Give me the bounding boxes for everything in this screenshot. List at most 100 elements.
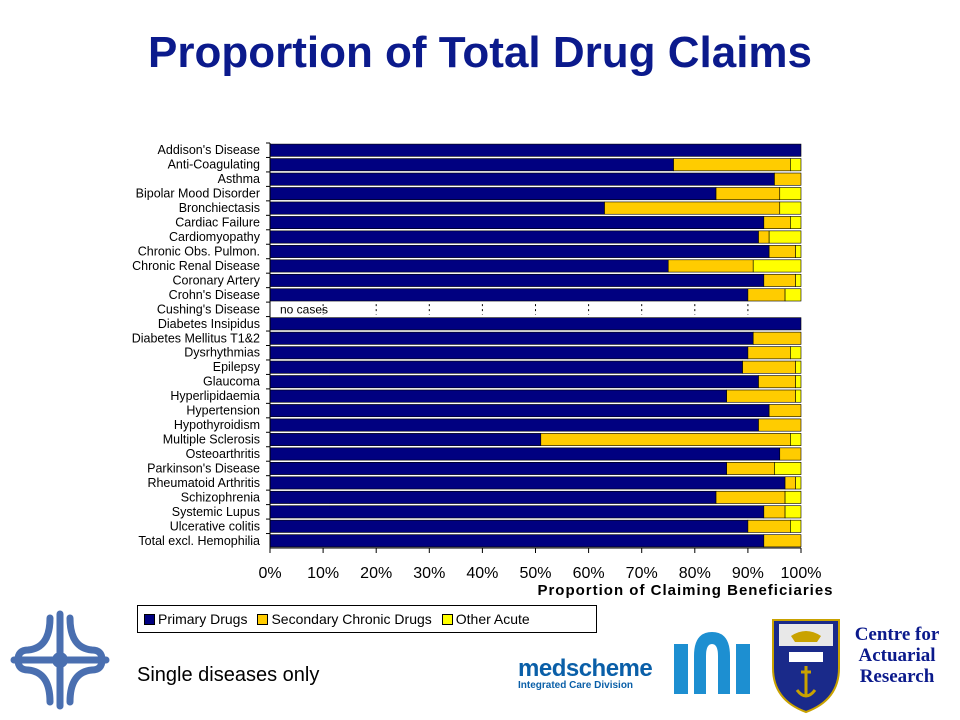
x-tick-label: 40% [466, 565, 498, 582]
bar-primary-drugs [269, 331, 754, 345]
medscheme-name: medscheme [518, 655, 653, 682]
bar-primary-drugs [269, 201, 605, 215]
cfar-line: Centre for [854, 624, 940, 645]
bar-other-acute [790, 216, 802, 230]
category-label: Anti-Coagulating [168, 158, 260, 172]
chart-legend: Primary Drugs Secondary Chronic Drugs Othe… [137, 605, 597, 633]
legend-item: Other Acute [441, 611, 530, 627]
category-label: Diabetes Insipidus [158, 317, 260, 331]
bar-secondary-chronic-drugs [768, 245, 796, 258]
university-crest-icon [772, 619, 840, 714]
bar-secondary-chronic-drugs [779, 447, 802, 461]
cross-logo-icon [10, 610, 110, 710]
bar-primary-drugs [269, 490, 717, 504]
bar-other-acute [784, 490, 802, 504]
bar-primary-drugs [269, 259, 669, 273]
bar-secondary-chronic-drugs [768, 404, 802, 418]
category-label: Hyperlipidaemia [170, 389, 260, 403]
bar-secondary-chronic-drugs [540, 433, 791, 446]
bar-primary-drugs [269, 317, 802, 331]
bar-secondary-chronic-drugs [763, 216, 791, 230]
bar-primary-drugs [269, 158, 674, 172]
bar-other-acute [790, 158, 802, 172]
legend-label: Other Acute [455, 611, 530, 627]
bar-secondary-chronic-drugs [758, 375, 796, 389]
bar-primary-drugs [269, 418, 759, 432]
legend-label: Secondary Chronic Drugs [271, 611, 432, 627]
bar-secondary-chronic-drugs [715, 187, 781, 201]
x-tick-label: 70% [626, 565, 658, 582]
bar-primary-drugs [269, 433, 542, 446]
bar-primary-drugs [269, 389, 727, 403]
bar-other-acute [784, 288, 802, 302]
category-label: Systemic Lupus [172, 505, 260, 519]
bar-primary-drugs [269, 187, 717, 201]
category-label: Cushing's Disease [157, 302, 260, 316]
category-label: Bipolar Mood Disorder [136, 187, 260, 201]
x-tick-label: 100% [781, 565, 822, 582]
bar-primary-drugs [269, 230, 759, 244]
legend-swatch [144, 613, 155, 625]
bar-secondary-chronic-drugs [726, 389, 796, 403]
category-label: Ulcerative colitis [170, 519, 260, 533]
bar-secondary-chronic-drugs [763, 534, 802, 548]
category-label: Crohn's Disease [169, 288, 260, 302]
category-label: Multiple Sclerosis [163, 433, 260, 447]
bar-secondary-chronic-drugs [747, 346, 791, 360]
legend-item: Secondary Chronic Drugs [257, 611, 432, 627]
bar-secondary-chronic-drugs [742, 360, 796, 374]
bar-other-acute [795, 476, 802, 490]
bar-primary-drugs [269, 505, 765, 519]
x-tick-label: 30% [413, 565, 445, 582]
legend-label: Primary Drugs [158, 611, 248, 627]
bar-secondary-chronic-drugs [774, 172, 802, 186]
medscheme-logo: medscheme Integrated Care Division [518, 655, 653, 691]
bar-primary-drugs [269, 476, 786, 490]
bar-other-acute [790, 519, 802, 533]
category-label: Diabetes Mellitus T1&2 [132, 331, 260, 345]
bar-secondary-chronic-drugs [673, 158, 791, 172]
category-label: Chronic Obs. Pulmon. [138, 244, 260, 258]
bar-secondary-chronic-drugs [758, 418, 802, 432]
legend-item: Primary Drugs [144, 611, 247, 627]
bar-other-acute [779, 201, 802, 215]
category-label: Hypertension [186, 404, 260, 418]
legend-swatch [441, 613, 453, 625]
bar-other-acute [768, 230, 802, 244]
bar-other-acute [752, 259, 802, 273]
bar-other-acute [795, 273, 802, 287]
bar-secondary-chronic-drugs [715, 490, 786, 504]
bar-primary-drugs [269, 519, 749, 533]
x-tick-label: 90% [732, 565, 764, 582]
category-label: Dysrhythmias [184, 346, 260, 360]
category-label: Schizophrenia [181, 490, 260, 504]
category-label: Parkinson's Disease [147, 461, 260, 475]
category-label: Osteoarthritis [186, 447, 260, 461]
bar-secondary-chronic-drugs [747, 519, 791, 533]
bar-other-acute [795, 360, 802, 374]
bar-other-acute [795, 389, 802, 403]
bar-other-acute [790, 346, 802, 360]
no-cases-label: no cases [280, 302, 328, 316]
cfar-logo-text: Centre for Actuarial Research [842, 624, 952, 687]
category-label: Glaucoma [203, 375, 260, 389]
category-label: Asthma [218, 172, 260, 186]
medscheme-symbol-icon [674, 632, 750, 694]
category-label: Bronchiectasis [179, 201, 260, 215]
bar-other-acute [779, 187, 802, 201]
bar-other-acute [795, 245, 802, 258]
bar-primary-drugs [269, 404, 770, 418]
page-title: Proportion of Total Drug Claims [147, 28, 813, 77]
x-tick-label: 10% [307, 565, 339, 582]
bar-secondary-chronic-drugs [747, 288, 786, 302]
x-axis-label: Proportion of Claiming Beneficiaries [537, 582, 833, 599]
bar-primary-drugs [269, 346, 749, 360]
cfar-line: Research [859, 666, 935, 687]
bar-primary-drugs [269, 360, 743, 374]
cfar-line: Actuarial [858, 645, 936, 666]
bar-secondary-chronic-drugs [763, 273, 796, 287]
bar-primary-drugs [269, 172, 775, 186]
bar-other-acute [790, 433, 802, 446]
x-tick-label: 60% [573, 565, 605, 582]
